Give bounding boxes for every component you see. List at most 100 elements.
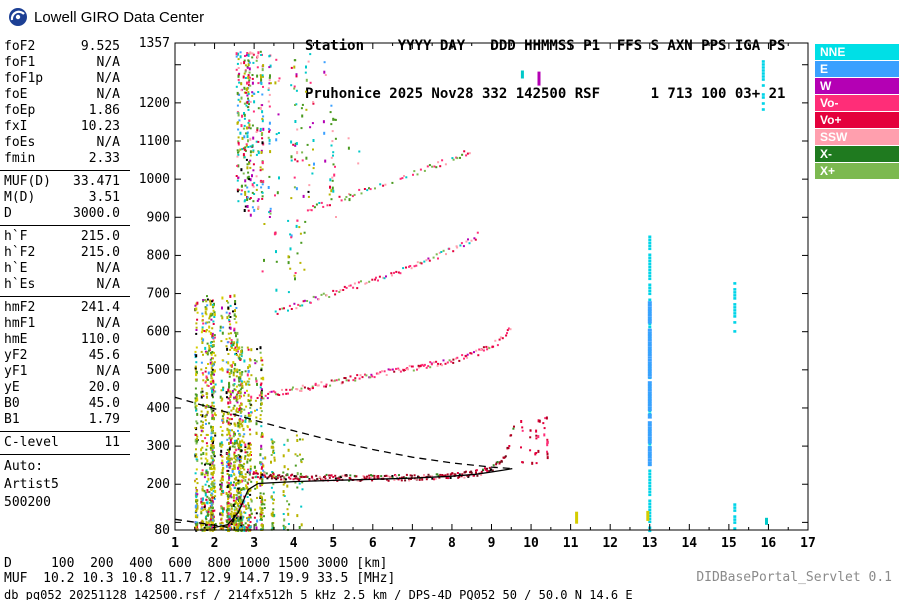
param-label: h`F2 [4, 245, 36, 260]
param-label: D [4, 206, 12, 221]
parameter-panel: foF2 9.525 foF1 N/A foF1p N/A foE N/A foEp 1.86 fx… [0, 38, 130, 511]
svg-text:900: 900 [147, 210, 170, 225]
param-value: 241.4 [80, 300, 120, 315]
param-fof1: foF1 N/A [0, 55, 130, 71]
param-c-level: C-level 11 [0, 435, 130, 451]
echo-direction-legend: NNE E W Vo- Vo+ SSW X- X+ [815, 44, 899, 180]
param-label: M(D) [4, 190, 36, 205]
brand-title: Lowell GIRO Data Center [34, 8, 205, 26]
svg-text:8: 8 [448, 536, 456, 551]
svg-text:400: 400 [147, 401, 170, 416]
param-muf-d-: MUF(D) 33.471 [0, 174, 130, 190]
svg-text:16: 16 [761, 536, 777, 551]
autoscaler-info-line: 500200 [4, 495, 51, 510]
param-value: 1.86 [88, 103, 120, 118]
param-b0: B0 45.0 [0, 396, 130, 412]
svg-text:11: 11 [563, 536, 579, 551]
param-label: foF1 [4, 55, 36, 70]
svg-text:1200: 1200 [139, 96, 170, 111]
param-label: yF1 [4, 364, 28, 379]
svg-text:13: 13 [642, 536, 658, 551]
param-h-es: h`Es N/A [0, 277, 130, 293]
legend-item-e: E [815, 61, 899, 77]
muf-distance-table: D 100 200 400 600 800 1000 1500 3000 [km… [4, 556, 395, 586]
param-label: MUF(D) [4, 174, 51, 189]
svg-text:15: 15 [721, 536, 737, 551]
param-value: 1.79 [88, 412, 120, 427]
param-label: foEp [4, 103, 36, 118]
param-label: hmE [4, 332, 28, 347]
param-hme: hmE 110.0 [0, 332, 130, 348]
param-group: foF2 9.525 foF1 N/A foF1p N/A foE N/A foEp 1.86 fx… [0, 38, 130, 171]
param-label: yE [4, 380, 20, 395]
param-label: B0 [4, 396, 20, 411]
param-value: N/A [96, 261, 120, 276]
brand: Lowell GIRO Data Center [8, 7, 204, 27]
station-header: Station YYYY DAY DDD HHMMSS P1 FFS S AXN… [305, 6, 785, 134]
param-value: N/A [96, 316, 120, 331]
param-h-f2: h`F2 215.0 [0, 245, 130, 261]
param-value: 3000.0 [73, 206, 120, 221]
param-value: 11 [104, 435, 120, 450]
svg-text:6: 6 [369, 536, 377, 551]
param-value: 45.0 [88, 396, 120, 411]
param-label: C-level [4, 435, 59, 450]
svg-text:80: 80 [154, 523, 170, 538]
svg-text:1357: 1357 [139, 36, 170, 51]
param-foe: foE N/A [0, 87, 130, 103]
param-value: 110.0 [80, 332, 120, 347]
param-value: 20.0 [88, 380, 120, 395]
svg-text:2: 2 [211, 536, 219, 551]
svg-text:5: 5 [329, 536, 337, 551]
param-fof1p: foF1p N/A [0, 71, 130, 87]
legend-item-x: X+ [815, 163, 899, 179]
svg-text:700: 700 [147, 287, 170, 302]
svg-text:800: 800 [147, 248, 170, 263]
legend-item-vo: Vo+ [815, 112, 899, 128]
svg-text:14: 14 [681, 536, 697, 551]
param-value: 2.33 [88, 151, 120, 166]
param-group: h`F 215.0 h`F2 215.0 h`E N/A h`Es N/A [0, 228, 130, 297]
param-hmf1: hmF1 N/A [0, 316, 130, 332]
param-value: 9.525 [80, 39, 120, 54]
param-value: N/A [96, 364, 120, 379]
param-value: N/A [96, 135, 120, 150]
param-h-f: h`F 215.0 [0, 229, 130, 245]
legend-item-nne: NNE [815, 44, 899, 60]
lowell-giro-logo-icon [9, 8, 27, 26]
svg-text:7: 7 [408, 536, 416, 551]
param-label: hmF2 [4, 300, 36, 315]
param-value: N/A [96, 71, 120, 86]
param-value: N/A [96, 277, 120, 292]
distance-row: D 100 200 400 600 800 1000 1500 3000 [km… [4, 556, 388, 571]
svg-text:200: 200 [147, 477, 170, 492]
legend-item-vo: Vo- [815, 95, 899, 111]
station-header-values: Pruhonice 2025 Nov28 332 142500 RSF 1 71… [305, 86, 786, 102]
servlet-version: DIDBasePortal_Servlet 0.1 [696, 570, 892, 585]
autoscaler-info-line: Artist5 [4, 477, 59, 492]
param-yf1: yF1 N/A [0, 364, 130, 380]
svg-text:9: 9 [488, 536, 496, 551]
param-yf2: yF2 45.6 [0, 348, 130, 364]
measurement-file-info: db pq052 20251128 142500.rsf / 214fx512h… [4, 588, 633, 600]
param-value: 33.471 [73, 174, 120, 189]
param-label: foEs [4, 135, 36, 150]
muf-row: MUF 10.2 10.3 10.8 11.7 12.9 14.7 19.9 3… [4, 571, 396, 586]
param-b1: B1 1.79 [0, 412, 130, 428]
param-label: foF1p [4, 71, 44, 86]
svg-text:1100: 1100 [139, 134, 170, 149]
svg-text:3: 3 [250, 536, 258, 551]
param-h-e: h`E N/A [0, 261, 130, 277]
param-fof2: foF2 9.525 [0, 39, 130, 55]
param-group: MUF(D) 33.471 M(D) 3.51 D 3000.0 [0, 173, 130, 226]
param-label: fxI [4, 119, 28, 134]
svg-text:4: 4 [290, 536, 298, 551]
station-header-columns: Station YYYY DAY DDD HHMMSS P1 FFS S AXN… [305, 38, 786, 54]
param-fmin: fmin 2.33 [0, 151, 130, 167]
param-label: hmF1 [4, 316, 36, 331]
svg-text:500: 500 [147, 363, 170, 378]
legend-item-w: W [815, 78, 899, 94]
param-label: foF2 [4, 39, 36, 54]
